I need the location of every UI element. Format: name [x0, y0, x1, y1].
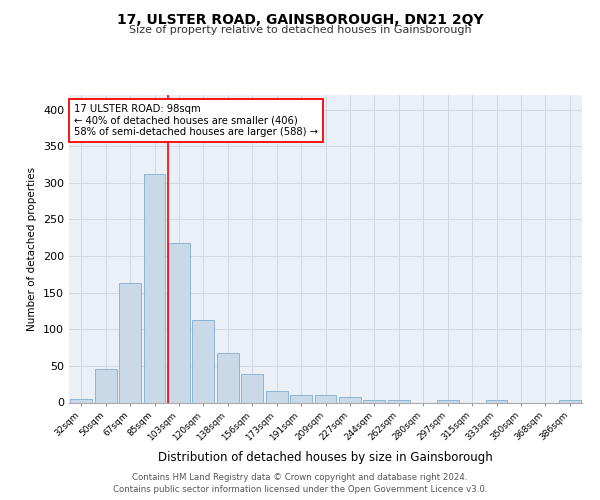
Bar	[95, 369, 116, 402]
Text: 17, ULSTER ROAD, GAINSBOROUGH, DN21 2QY: 17, ULSTER ROAD, GAINSBOROUGH, DN21 2QY	[116, 12, 484, 26]
Bar	[485, 400, 508, 402]
Text: Size of property relative to detached houses in Gainsborough: Size of property relative to detached ho…	[128, 25, 472, 35]
Bar	[388, 400, 410, 402]
Bar	[193, 320, 214, 402]
Bar	[119, 283, 141, 403]
Bar	[266, 391, 287, 402]
Text: Contains public sector information licensed under the Open Government Licence v3: Contains public sector information licen…	[113, 485, 487, 494]
Bar	[339, 398, 361, 402]
Bar	[559, 400, 581, 402]
Bar	[143, 174, 166, 402]
Bar	[290, 395, 312, 402]
X-axis label: Distribution of detached houses by size in Gainsborough: Distribution of detached houses by size …	[158, 450, 493, 464]
Bar	[70, 399, 92, 402]
Bar	[314, 395, 337, 402]
Text: 17 ULSTER ROAD: 98sqm
← 40% of detached houses are smaller (406)
58% of semi-det: 17 ULSTER ROAD: 98sqm ← 40% of detached …	[74, 104, 318, 138]
Bar	[437, 400, 458, 402]
Text: Contains HM Land Registry data © Crown copyright and database right 2024.: Contains HM Land Registry data © Crown c…	[132, 472, 468, 482]
Bar	[168, 243, 190, 402]
Bar	[217, 354, 239, 403]
Bar	[241, 374, 263, 402]
Bar	[364, 400, 385, 402]
Y-axis label: Number of detached properties: Number of detached properties	[28, 166, 37, 331]
